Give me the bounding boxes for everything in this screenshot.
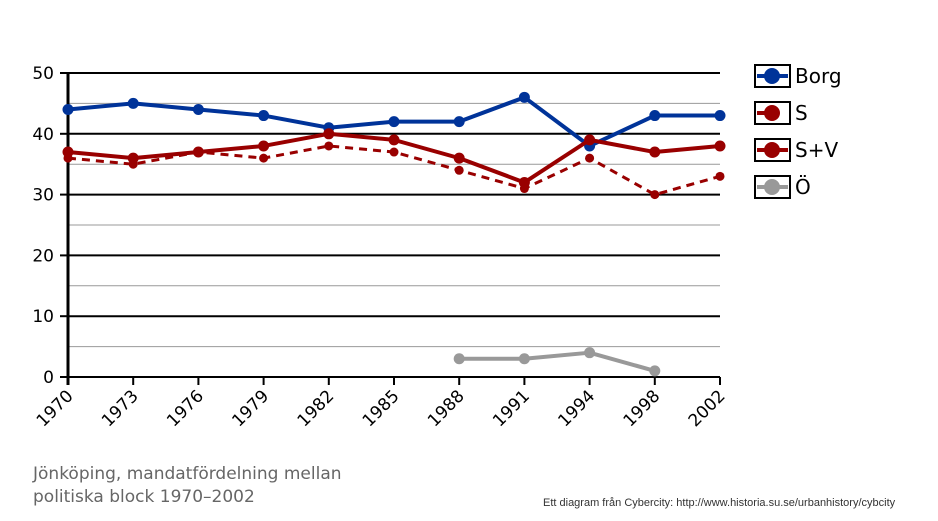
y-tick-label: 20 bbox=[32, 246, 54, 266]
series-s-point bbox=[324, 141, 334, 151]
source-credit: Ett diagram från Cybercity: http://www.h… bbox=[543, 497, 896, 509]
series-s-v-point bbox=[453, 152, 465, 164]
series-s-point bbox=[715, 171, 725, 181]
chart-caption: Jönköping, mandatfördelning mellan polit… bbox=[33, 464, 342, 507]
x-tick-label: 2002 bbox=[685, 386, 730, 431]
series-borg-point bbox=[518, 91, 530, 103]
series-borg-point bbox=[714, 110, 726, 122]
legend-marker bbox=[764, 179, 780, 195]
x-tick-label: 1970 bbox=[33, 386, 78, 431]
series-s-v-point bbox=[192, 146, 204, 158]
y-tick-label: 10 bbox=[32, 307, 54, 327]
legend-label-borg: Borg bbox=[795, 64, 842, 88]
series-o-point bbox=[584, 347, 596, 359]
series-s-v-point bbox=[323, 128, 335, 140]
x-tick-label: 1979 bbox=[228, 386, 273, 431]
series-s-point bbox=[585, 153, 595, 163]
series-o-point bbox=[649, 365, 661, 377]
legend-marker bbox=[764, 68, 780, 84]
legend-marker bbox=[764, 105, 780, 121]
x-tick-label: 1994 bbox=[554, 386, 599, 431]
series-s-v-point bbox=[258, 140, 270, 152]
series-s-point bbox=[389, 147, 399, 157]
series-borg-point bbox=[453, 116, 465, 128]
x-tick-label: 1988 bbox=[424, 386, 469, 431]
series-s-point bbox=[650, 190, 660, 200]
y-tick-label: 0 bbox=[43, 368, 54, 388]
series-borg-point bbox=[192, 103, 204, 115]
series-borg-point bbox=[258, 110, 270, 122]
series-o-point bbox=[518, 353, 530, 365]
legend-marker bbox=[764, 142, 780, 158]
series-s-point bbox=[259, 153, 269, 163]
x-tick-label: 1985 bbox=[359, 386, 404, 431]
series-s-v-point bbox=[127, 152, 139, 164]
y-tick-label: 40 bbox=[32, 125, 54, 145]
series-borg-point bbox=[127, 97, 139, 109]
series-s-v-point bbox=[518, 176, 530, 188]
series-s-v-point bbox=[62, 146, 74, 158]
x-tick-label: 1982 bbox=[294, 386, 339, 431]
y-tick-label: 30 bbox=[32, 186, 54, 206]
x-tick-label: 1973 bbox=[98, 386, 143, 431]
series-borg-point bbox=[649, 110, 661, 122]
series-s-v-point bbox=[584, 134, 596, 146]
series-s-v-point bbox=[649, 146, 661, 158]
series-s-point bbox=[454, 165, 464, 175]
series-o-point bbox=[453, 353, 465, 365]
x-tick-label: 1976 bbox=[163, 386, 208, 431]
legend-label-o: Ö bbox=[795, 175, 811, 199]
series-borg-point bbox=[388, 116, 400, 128]
series-borg-point bbox=[62, 103, 74, 115]
legend-label-s-v: S+V bbox=[795, 138, 838, 162]
x-tick-label: 1991 bbox=[489, 386, 534, 431]
series-o-line bbox=[459, 350, 656, 373]
series-s-v-point bbox=[388, 134, 400, 146]
y-tick-label: 50 bbox=[32, 64, 54, 84]
legend-label-s: S bbox=[795, 101, 808, 125]
series-s-v-point bbox=[714, 140, 726, 152]
x-tick-label: 1998 bbox=[620, 386, 665, 431]
